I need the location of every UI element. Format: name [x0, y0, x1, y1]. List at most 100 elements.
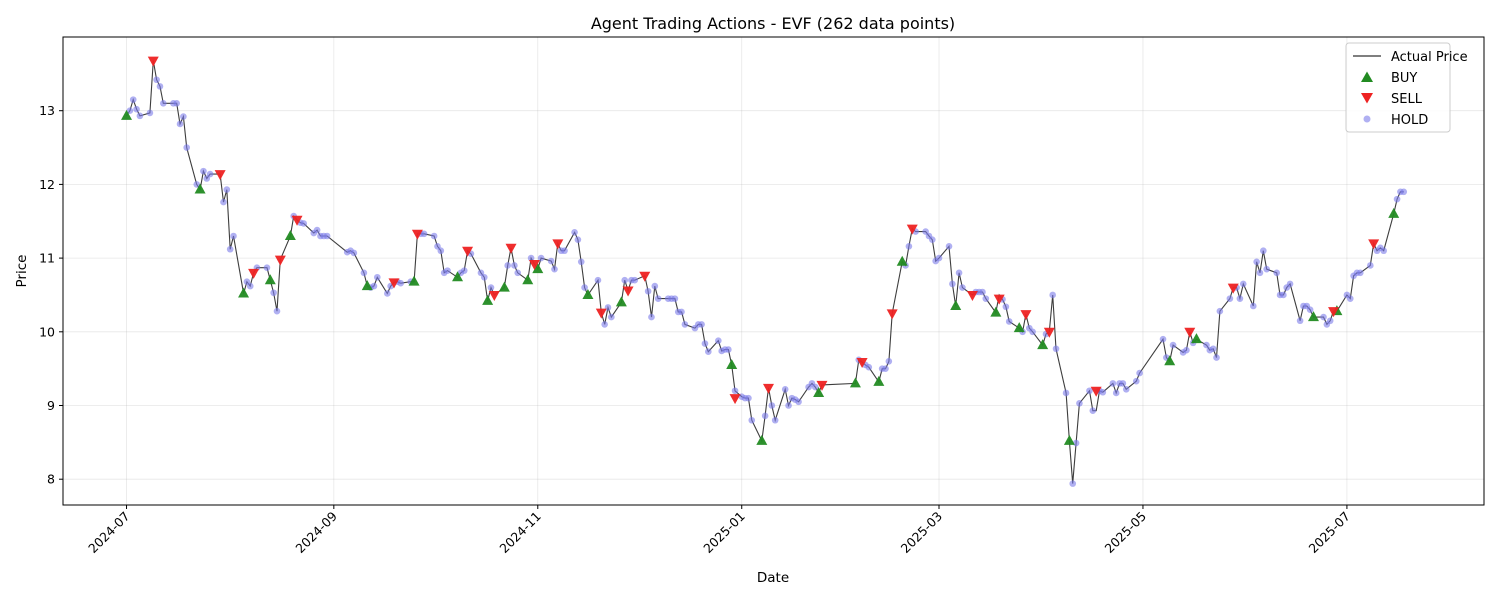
- y-tick-label: 11: [39, 251, 55, 266]
- hold-point: [1132, 377, 1140, 385]
- y-axis: 8 9 10 11 12 13: [39, 103, 63, 487]
- hold-point: [323, 232, 331, 240]
- y-tick-label: 10: [39, 324, 55, 339]
- sell-marker: [993, 294, 1005, 305]
- hold-point: [811, 383, 819, 391]
- sell-marker: [505, 243, 517, 254]
- hold-point: [246, 282, 254, 290]
- hold-point: [160, 100, 167, 107]
- hold-point: [705, 348, 712, 356]
- legend-label-buy: BUY: [1391, 71, 1417, 86]
- sell-marker: [639, 271, 651, 282]
- x-tick-label: 2025-01: [700, 509, 748, 557]
- hold-point: [1263, 265, 1270, 273]
- hold-point: [1226, 295, 1234, 302]
- buy-marker: [1164, 355, 1176, 366]
- hold-point: [955, 269, 963, 277]
- x-tick-label: 2024-09: [292, 508, 340, 556]
- sell-marker: [762, 383, 774, 394]
- hold-point: [437, 247, 445, 255]
- hold-point: [1216, 307, 1224, 315]
- hold-point: [698, 321, 705, 328]
- hold-point: [1052, 345, 1060, 353]
- hold-point: [785, 402, 792, 409]
- hold-point: [193, 181, 201, 188]
- hold-point: [745, 394, 752, 402]
- hold-point: [959, 284, 966, 291]
- sell-marker: [1020, 310, 1032, 321]
- sell-marker: [552, 239, 564, 250]
- hold-point: [527, 254, 535, 262]
- hold-point: [1346, 295, 1354, 302]
- hold-point: [1400, 188, 1408, 196]
- hold-point: [748, 416, 756, 424]
- buy-marker: [1013, 322, 1025, 333]
- sell-marker: [411, 229, 423, 240]
- hold-point: [577, 258, 585, 266]
- buy-marker: [1190, 333, 1202, 344]
- sell-marker: [966, 290, 978, 301]
- buy-marker: [582, 288, 594, 299]
- hold-point: [350, 249, 358, 257]
- sell-marker: [622, 286, 634, 297]
- x-axis: 2024-07 2024-09 2024-11 2025-01 2025-03 2025-…: [85, 505, 1353, 556]
- x-tick-label: 2025-07: [1305, 509, 1353, 557]
- buy-marker: [532, 263, 544, 274]
- price-line: [126, 60, 1404, 484]
- buy-marker: [756, 434, 768, 445]
- hold-point: [487, 284, 495, 291]
- hold-point: [537, 254, 545, 262]
- sell-marker: [1043, 327, 1055, 338]
- hold-point: [648, 313, 655, 321]
- hold-point: [1236, 295, 1244, 302]
- buy-marker: [284, 229, 296, 240]
- hold-point: [129, 96, 137, 103]
- hold-point: [621, 276, 629, 284]
- buy-marker: [408, 275, 420, 286]
- buy-marker: [726, 358, 738, 369]
- hold-point: [1099, 388, 1107, 396]
- sell-marker: [1184, 327, 1196, 338]
- hold-point: [929, 236, 936, 243]
- hold-point: [514, 269, 522, 277]
- hold-point: [1273, 269, 1281, 277]
- hold-point: [771, 416, 779, 424]
- buy-marker: [238, 287, 250, 298]
- hold-point: [671, 295, 679, 302]
- legend: Actual Price BUY SELL HOLD: [1345, 42, 1468, 133]
- hold-point: [1260, 247, 1267, 255]
- sell-marker: [528, 259, 540, 270]
- buy-marker: [873, 375, 885, 386]
- hold-point: [574, 236, 582, 243]
- hold-markers: [126, 76, 1408, 487]
- buy-marker: [498, 281, 510, 292]
- hold-point: [1049, 291, 1056, 299]
- hold-point: [133, 105, 140, 113]
- hold-point: [1029, 328, 1036, 336]
- hold-point: [761, 412, 769, 420]
- hold-point: [949, 280, 956, 288]
- hold-point: [979, 288, 986, 296]
- hold-point: [1249, 302, 1257, 310]
- hold-point: [1306, 306, 1314, 313]
- hold-point: [601, 321, 608, 328]
- hold-point: [1296, 317, 1304, 325]
- hold-point: [176, 120, 184, 128]
- legend-label-sell: SELL: [1391, 92, 1423, 107]
- sell-marker: [906, 224, 918, 235]
- hold-point: [1183, 346, 1190, 354]
- hold-point: [608, 313, 615, 321]
- hold-point: [220, 198, 227, 206]
- sell-marker: [1090, 386, 1102, 397]
- hold-point: [206, 170, 214, 178]
- hold-point: [1076, 399, 1083, 407]
- x-tick-label: 2025-05: [1102, 509, 1150, 557]
- hold-point: [1169, 341, 1177, 349]
- buy-marker: [482, 294, 494, 305]
- buy-marker: [264, 274, 276, 285]
- x-tick-label: 2025-03: [898, 509, 946, 557]
- hold-point: [504, 262, 511, 269]
- sell-marker: [856, 358, 868, 369]
- sell-marker: [729, 394, 741, 405]
